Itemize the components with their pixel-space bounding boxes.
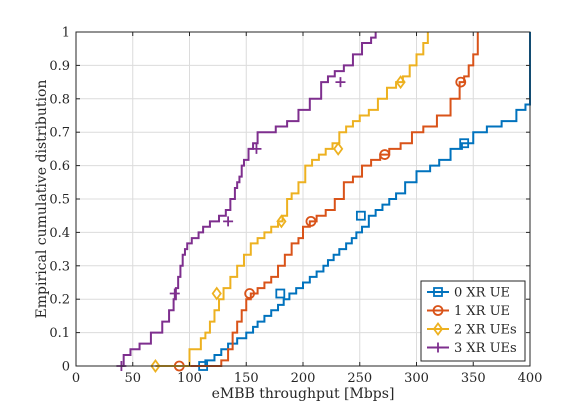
series-marker [150,358,161,374]
legend-label: 2 XR UEs [454,323,517,338]
legend-label: 0 XR UE [454,286,510,301]
x-tick-label: 300 [404,371,429,386]
series-line [121,32,377,367]
legend-label: 1 XR UE [454,304,510,319]
series-marker [251,143,262,154]
x-tick-label: 250 [347,371,372,386]
x-tick-label: 150 [234,371,259,386]
series-layer [116,32,531,374]
series-line [203,32,531,367]
legend-marker [432,321,444,337]
series-marker [211,286,222,301]
legend-marker [433,342,443,353]
y-tick-label: 0.4 [49,226,70,241]
legend-marker [432,305,444,316]
axis-ticks: 0 50 100 150 200 250 300 350 400 0 0.1 0.2 0.3 0.4 0.5… [49,26,542,387]
y-tick-label: 0.1 [49,326,70,341]
legend-marker [433,287,443,297]
y-tick-label: 0.8 [49,92,70,107]
y-tick-label: 0.9 [49,59,70,74]
series-marker [455,76,467,88]
legend-item: 2 XR UEs [427,321,517,338]
series-2 [150,32,429,374]
y-tick-label: 0.6 [49,159,70,174]
legend-item: 0 XR UE [427,286,510,301]
legend-item: 1 XR UE [427,304,510,319]
x-tick-label: 400 [518,371,543,386]
series-marker [379,149,391,160]
x-tick-label: 350 [461,371,486,386]
legend-label: 3 XR UEs [454,341,517,356]
y-tick-label: 1 [62,26,70,41]
series-marker [169,288,180,299]
series-marker [355,210,366,221]
y-tick-label: 0.7 [49,126,70,141]
series-line [155,32,429,367]
legend-item: 3 XR UEs [427,341,517,356]
y-tick-label: 0 [62,360,70,375]
y-tick-label: 0.3 [49,259,70,274]
x-tick-label: 100 [177,371,202,386]
x-tick-label: 50 [124,371,141,386]
series-line [179,32,479,367]
x-tick-label: 0 [72,371,80,386]
series-marker [395,75,406,90]
series-marker [335,77,346,88]
y-axis-label: Empirical cumulative distribution [34,80,50,319]
series-marker [305,215,317,227]
x-axis-label: eMBB throughput [Mbps] [212,386,395,402]
series-marker [223,216,234,227]
series-marker [275,288,286,299]
y-tick-label: 0.5 [49,193,70,208]
x-tick-label: 200 [291,371,316,386]
series-marker [333,141,344,156]
series-marker [276,214,287,229]
y-tick-label: 0.2 [49,293,70,308]
series-marker [244,288,256,299]
legend: 0 XR UE 1 XR UE 2 XR UEs 3 XR UEs [420,280,526,362]
series-marker [459,138,470,149]
